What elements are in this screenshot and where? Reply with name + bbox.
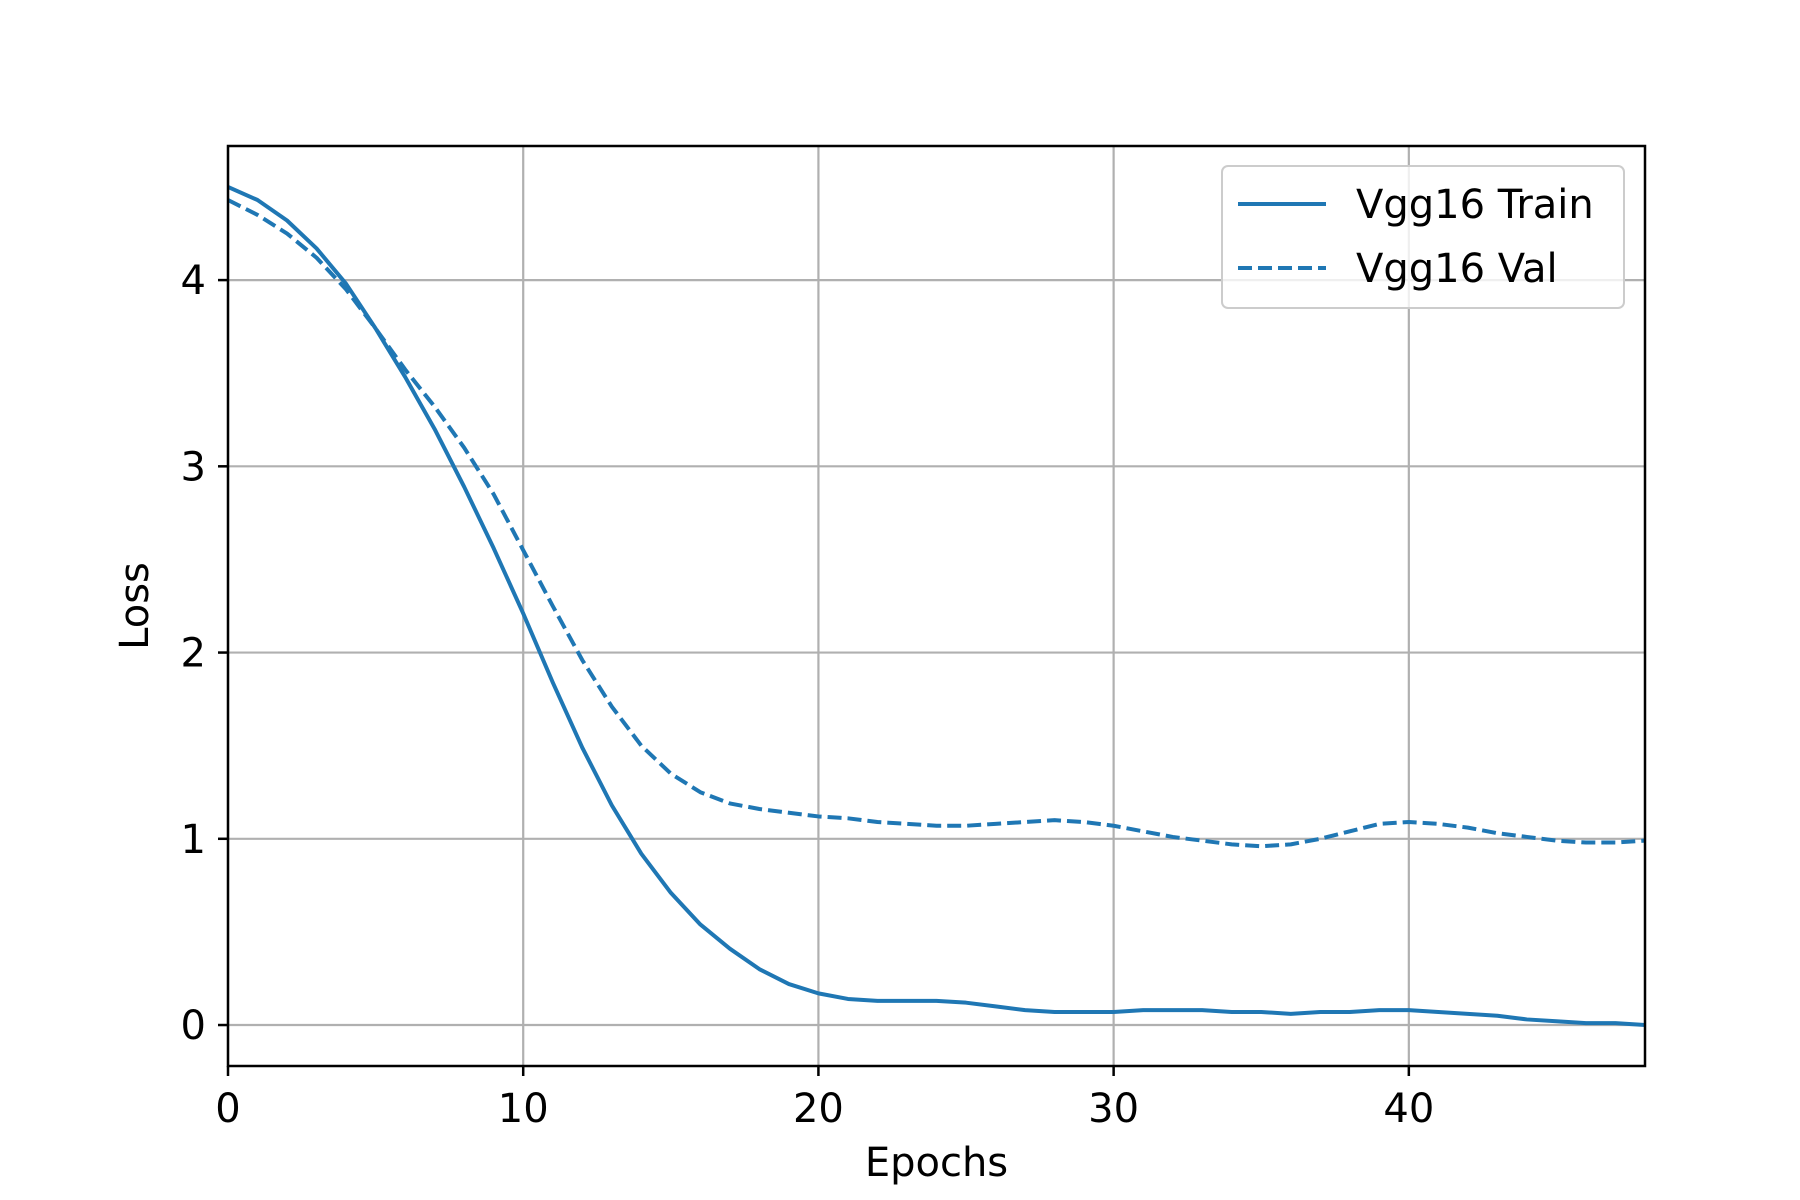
series-line-train bbox=[227, 185, 1646, 1028]
y-tick-label: 0 bbox=[181, 1003, 206, 1049]
x-tick-label: 0 bbox=[215, 1086, 240, 1132]
series-line-val bbox=[227, 198, 1646, 849]
y-tick-label: 1 bbox=[181, 817, 206, 863]
x-tick-label: 20 bbox=[793, 1086, 844, 1132]
x-tick-label: 30 bbox=[1088, 1086, 1139, 1132]
legend-label-val: Vgg16 Val bbox=[1356, 246, 1558, 292]
plot-area: 0 10 20 30 40 0 1 2 3 4 bbox=[181, 144, 1647, 1132]
y-tick-label: 4 bbox=[181, 258, 206, 304]
legend: Vgg16 Train Vgg16 Val bbox=[1221, 165, 1625, 309]
x-axis-label: Epochs bbox=[865, 1140, 1008, 1186]
y-axis-label: Loss bbox=[112, 562, 158, 650]
axes-frame bbox=[226, 144, 1647, 1068]
legend-box bbox=[1221, 165, 1625, 309]
legend-label-train: Vgg16 Train bbox=[1356, 182, 1594, 228]
x-tick-label: 10 bbox=[498, 1086, 549, 1132]
y-tick-label: 3 bbox=[181, 444, 206, 490]
y-tick-label: 2 bbox=[181, 631, 206, 677]
x-tick-label: 40 bbox=[1383, 1086, 1434, 1132]
